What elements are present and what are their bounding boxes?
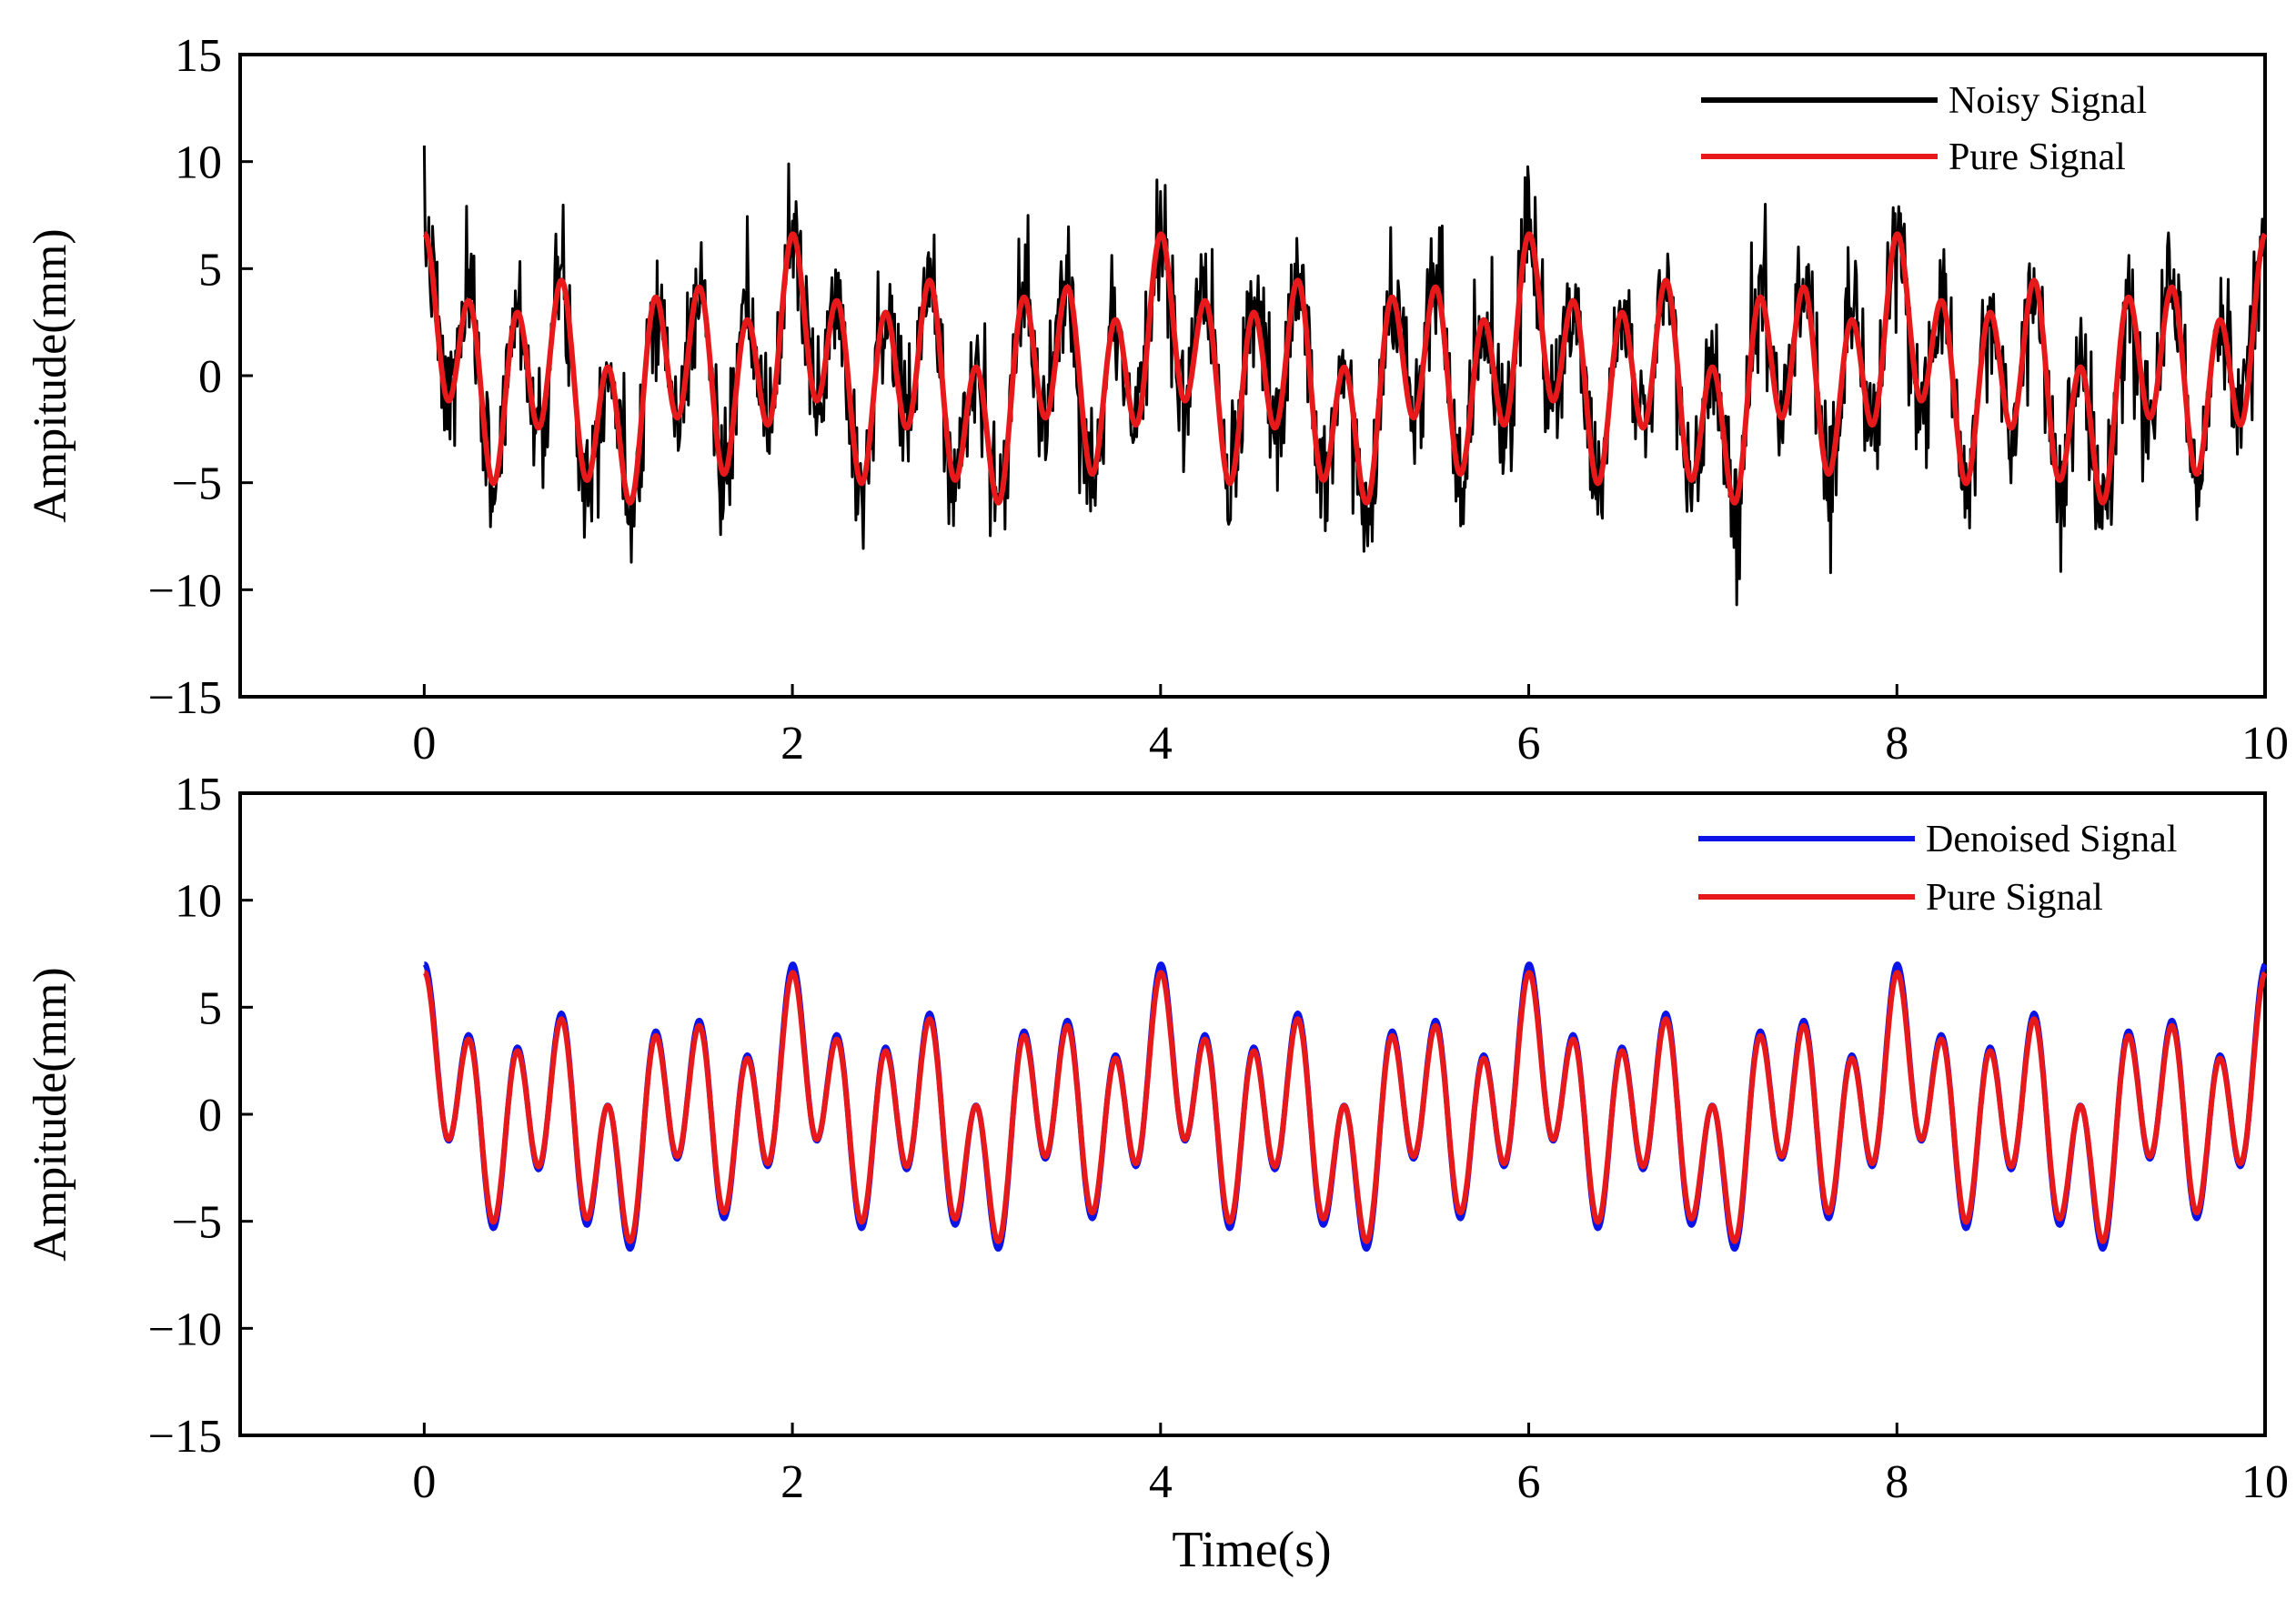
bottom-y-axis-label: Ampitude(mm) <box>25 967 76 1262</box>
top-x-tick-label: 0 <box>412 718 436 770</box>
top-series-noisy-signal <box>422 145 2267 607</box>
bottom-x-tick-label: 6 <box>1517 1456 1541 1508</box>
bottom-y-tick-label: −5 <box>172 1197 222 1249</box>
bottom-series-pure-signal <box>422 970 2268 1244</box>
top-series-group <box>422 145 2268 607</box>
top-x-tick-label: 10 <box>2241 718 2289 770</box>
top-panel: 0 2 4 6 8 10 15 10 5 0 −15 −10 −5 Ampitude(mm) Noisy… <box>25 30 2289 770</box>
bottom-y-tick-label: 5 <box>198 982 222 1034</box>
bottom-y-tick-label: −10 <box>148 1303 222 1355</box>
top-y-tick-label: 10 <box>175 137 222 189</box>
bottom-ticks-group: 0 2 4 6 8 10 15 10 5 0 −15 −10 −5 <box>148 769 2289 1508</box>
top-legend-label-pure: Pure Signal <box>1949 136 2126 178</box>
top-x-tick-label: 8 <box>1885 718 1908 770</box>
bottom-series-group <box>422 961 2268 1253</box>
bottom-y-tick-label: 10 <box>175 876 222 928</box>
top-y-axis-label: Ampitude(mm) <box>25 228 76 523</box>
top-y-tick-label: −15 <box>148 672 222 724</box>
top-ticks-group: 0 2 4 6 8 10 15 10 5 0 −15 −10 −5 <box>148 30 2289 770</box>
bottom-x-tick-label: 0 <box>412 1456 436 1508</box>
bottom-y-tick-label: −15 <box>148 1411 222 1463</box>
top-x-tick-label: 4 <box>1149 718 1173 770</box>
top-legend-label-noisy: Noisy Signal <box>1949 80 2147 122</box>
bottom-x-axis-label: Time(s) <box>1172 1522 1331 1578</box>
bottom-y-tick-label: 0 <box>198 1090 222 1142</box>
bottom-legend-label-denoised: Denoised Signal <box>1926 819 2177 860</box>
top-y-tick-label: −5 <box>172 458 222 510</box>
bottom-panel: 0 2 4 6 8 10 15 10 5 0 −15 −10 −5 Ampitude(mm) Time(… <box>25 769 2289 1578</box>
top-y-tick-label: 15 <box>175 30 222 82</box>
top-y-tick-label: −10 <box>148 565 222 617</box>
top-y-tick-label: 5 <box>198 244 222 296</box>
bottom-x-tick-label: 10 <box>2241 1456 2289 1508</box>
bottom-x-tick-label: 2 <box>780 1456 804 1508</box>
top-series-pure-signal <box>422 231 2268 506</box>
top-x-tick-label: 6 <box>1517 718 1541 770</box>
bottom-x-tick-label: 8 <box>1885 1456 1908 1508</box>
bottom-x-tick-label: 4 <box>1149 1456 1173 1508</box>
bottom-y-tick-label: 15 <box>175 769 222 820</box>
bottom-legend-label-pure: Pure Signal <box>1926 877 2103 919</box>
top-x-tick-label: 2 <box>780 718 804 770</box>
top-y-tick-label: 0 <box>198 351 222 403</box>
